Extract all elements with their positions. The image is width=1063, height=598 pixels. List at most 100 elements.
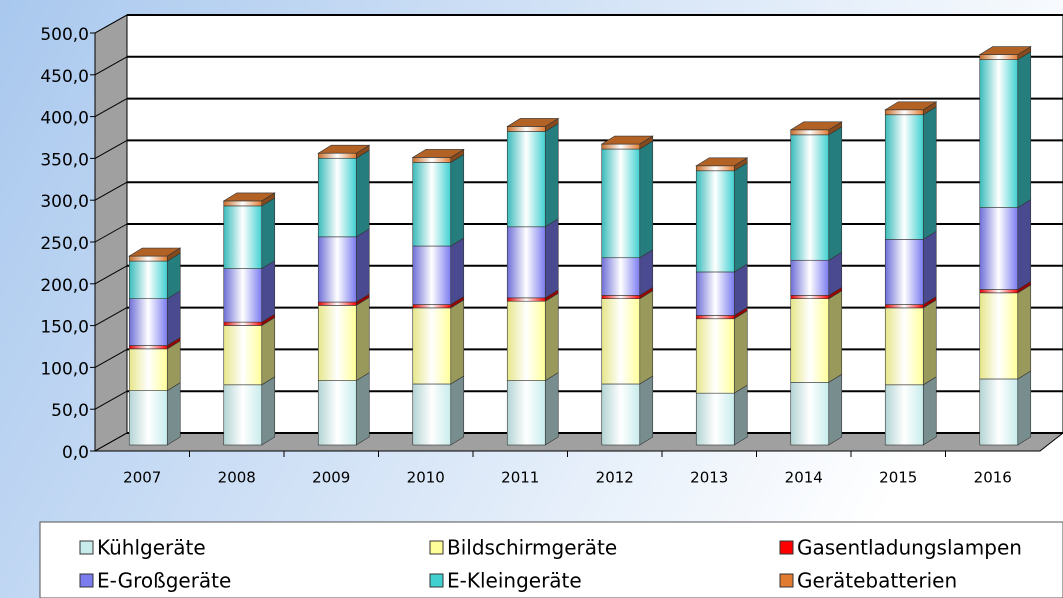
bar-side [733,310,748,394]
y-tick-label: 300,0 [40,192,89,212]
bar [223,325,263,386]
bar [412,162,452,247]
bar-top [317,144,371,154]
bar-side [544,218,559,299]
grid-line [94,181,128,201]
legend-swatch [429,540,444,555]
bar-top [600,135,654,145]
bar [317,301,357,306]
y-tick-label: 100,0 [40,359,89,379]
grid-line [94,390,128,410]
bar [884,239,924,305]
bar-side [544,372,559,446]
bar [506,126,546,132]
bar [128,260,168,299]
bar-side [922,299,937,386]
bar [695,318,735,394]
bar-top [411,149,465,158]
y-tick-label: 50,0 [51,401,89,421]
bar [979,292,1019,380]
bar-side [261,316,276,386]
grid-line [94,56,128,76]
bar [695,165,735,172]
bar [412,304,452,309]
bar-side [261,376,276,446]
grid-line [94,14,128,34]
y-tick-label: 0,0 [62,443,89,463]
bar-side [355,228,370,303]
grid-line [94,348,128,368]
bar-side [922,376,937,446]
bar [884,384,924,446]
x-tick-label: 2012 [596,469,634,487]
bar-top [506,118,560,127]
bar-side [261,260,276,323]
bar [601,295,641,299]
bar-side [922,106,937,240]
bar-side [544,292,559,382]
bar-top [884,101,938,111]
grid-line [94,307,128,327]
bar [790,298,830,383]
grid-line [94,265,128,285]
bar [128,255,168,262]
x-tick-label: 2009 [312,469,350,487]
bar [506,380,546,446]
legend-swatch [79,540,94,555]
bar [128,390,168,446]
bar [506,131,546,228]
y-tick-label: 200,0 [40,276,89,296]
bar [223,321,263,326]
legend-box [39,521,1063,598]
bar [695,392,735,446]
bar-side [450,299,465,385]
bar [601,257,641,296]
bar [695,271,735,316]
bar [695,315,735,320]
legend-swatch [429,573,444,588]
bar-side [355,372,370,446]
bar [412,245,452,305]
bar [506,297,546,302]
bar [412,383,452,446]
bar [223,384,263,446]
bar [884,304,924,309]
bar-top [789,121,843,131]
legend-swatch [79,573,94,588]
bar-side [261,197,276,270]
bar [884,307,924,386]
bar [506,226,546,299]
bar-side [544,122,559,228]
legend-swatch [779,573,794,588]
bar [128,298,168,346]
y-tick-label: 350,0 [40,150,89,170]
x-tick-label: 2008 [218,469,256,487]
legend-label: Kühlgeräte [97,536,206,560]
bar [601,143,641,150]
bar-side [450,153,465,247]
bar [979,59,1019,208]
bar [317,305,357,381]
bar [317,152,357,159]
bar-top [695,157,749,167]
bar-side [828,290,843,383]
bar-top [128,247,182,257]
y-tick-label: 150,0 [40,318,89,338]
bar-side [1017,199,1032,291]
bar-side [166,382,181,446]
bar-side [828,373,843,446]
bar-side [733,162,748,273]
x-tick-label: 2015 [879,469,917,487]
grid-line [94,98,128,118]
x-tick-label: 2010 [407,469,445,487]
y-tick-label: 250,0 [40,234,89,254]
grid-line [94,223,128,243]
bar-side [450,237,465,306]
bar [412,157,452,163]
bar [223,268,263,323]
x-tick-label: 2016 [974,469,1012,487]
bar-side [922,230,937,306]
x-tick-label: 2007 [123,469,161,487]
bar-top [978,46,1032,55]
